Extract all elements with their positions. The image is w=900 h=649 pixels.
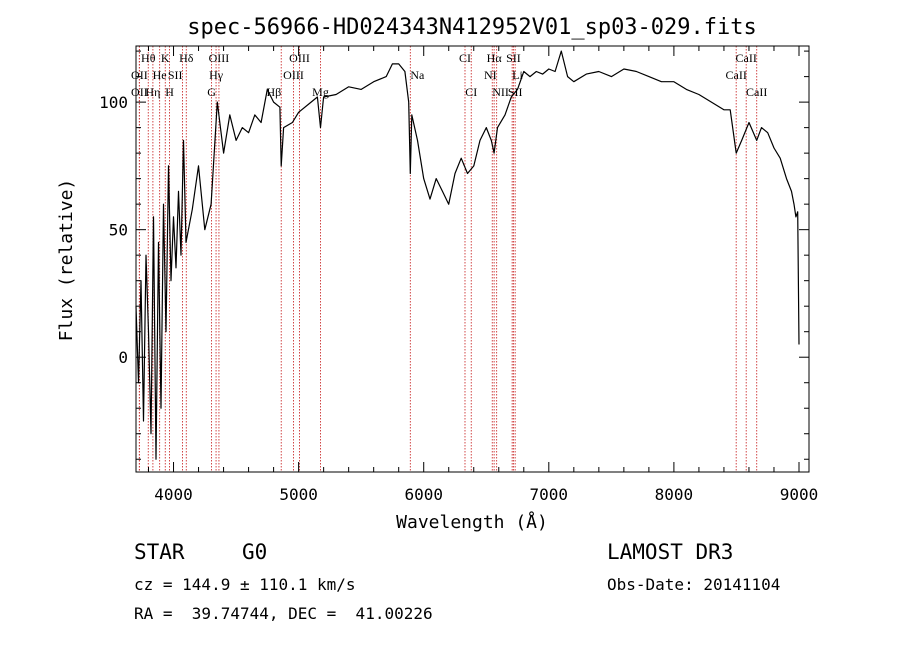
x-tick-label: 9000	[780, 485, 819, 504]
y-tick-label: 50	[109, 221, 128, 240]
marker-label: H	[165, 85, 174, 99]
marker-label: Hα	[487, 51, 503, 65]
marker-label: K	[161, 51, 170, 65]
marker-label: Hγ	[209, 68, 224, 82]
marker-label: CaII	[746, 85, 767, 99]
marker-label: G	[207, 85, 216, 99]
marker-label: Hθ	[141, 51, 156, 65]
marker-lines	[138, 46, 758, 472]
observation-date: Obs-Date: 20141104	[607, 575, 781, 594]
marker-label: Li	[512, 68, 523, 82]
y-tick-label: 100	[99, 93, 128, 112]
plot-frame	[135, 45, 810, 473]
marker-label: OII	[131, 85, 148, 99]
x-tick-label: 8000	[655, 485, 694, 504]
y-axis: 0 50 100	[99, 50, 809, 460]
spectrum-line	[135, 50, 800, 460]
marker-label: CI	[459, 51, 471, 65]
marker-label: CI	[465, 85, 477, 99]
marker-label: NII	[492, 85, 509, 99]
coordinates: RA = 39.74744, DEC = 41.00226	[134, 604, 433, 623]
y-axis-label: Flux (relative)	[56, 179, 77, 342]
x-tick-label: 5000	[279, 485, 318, 504]
redshift-velocity: cz = 144.9 ± 110.1 km/s	[134, 575, 356, 594]
marker-label: NI	[484, 68, 497, 82]
x-axis: 4000 5000 6000 7000 8000 9000	[148, 46, 819, 504]
marker-label: OIII	[283, 68, 304, 82]
x-axis-label: Wavelength (Å)	[396, 511, 548, 533]
chart-title: spec-56966-HD024343N412952V01_sp03-029.f…	[187, 15, 757, 40]
marker-label: CaII	[736, 51, 757, 65]
marker-label: SII	[168, 68, 183, 82]
marker-label: CaII	[726, 68, 747, 82]
marker-label: Hδ	[179, 51, 194, 65]
survey-name: LAMOST DR3	[607, 540, 734, 564]
x-tick-label: 4000	[154, 485, 193, 504]
x-tick-label: 7000	[530, 485, 569, 504]
marker-label: Hη	[145, 85, 160, 99]
x-tick-label: 6000	[404, 485, 443, 504]
spectral-subclass: G0	[242, 540, 268, 564]
marker-label: SII	[506, 51, 521, 65]
spectral-class: STAR	[134, 540, 185, 564]
marker-label: Mg	[312, 85, 329, 99]
marker-label: OII	[131, 68, 148, 82]
marker-label: OIII	[209, 51, 230, 65]
y-tick-label: 0	[118, 348, 128, 367]
marker-label: OIII	[289, 51, 310, 65]
marker-label: Na	[410, 68, 425, 82]
marker-label: He	[153, 68, 167, 82]
